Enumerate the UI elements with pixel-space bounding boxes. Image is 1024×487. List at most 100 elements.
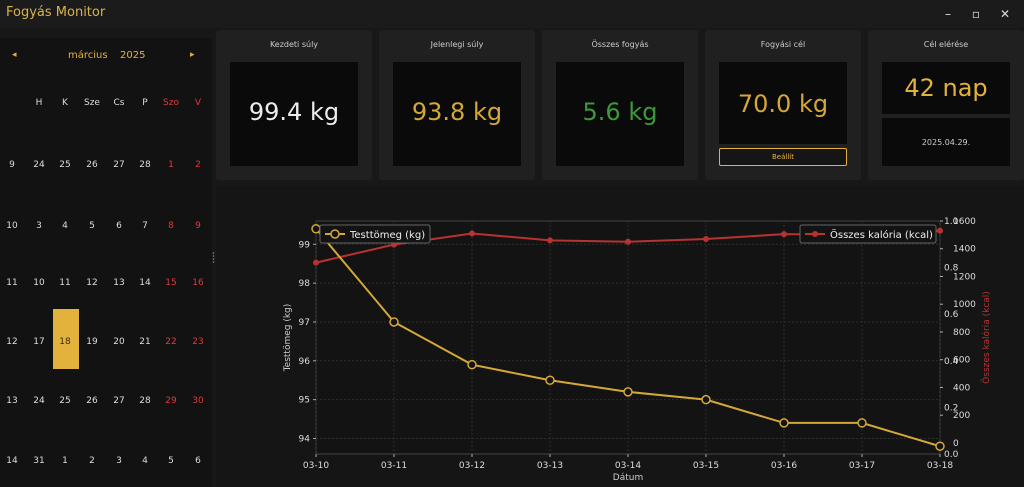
selected-day-highlight[interactable] bbox=[53, 309, 79, 369]
total-loss-card: Összes fogyás 5.6 kg bbox=[542, 30, 698, 180]
start-weight-value: 99.4 kg bbox=[248, 98, 340, 126]
calendar-day[interactable]: 8 bbox=[168, 221, 174, 231]
calendar-day[interactable]: 6 bbox=[195, 456, 201, 466]
calendar-day[interactable]: 24 bbox=[33, 396, 45, 406]
week-number: 11 bbox=[6, 278, 18, 288]
secondary-tick-label: 0.2 bbox=[944, 403, 958, 413]
calendar-day[interactable]: 5 bbox=[168, 456, 174, 466]
week-number: 13 bbox=[6, 396, 18, 406]
calendar-day[interactable]: 27 bbox=[113, 160, 125, 170]
calendar-day[interactable]: 16 bbox=[192, 278, 204, 288]
prev-month-icon[interactable]: ◂ bbox=[12, 50, 17, 60]
calendar-day[interactable]: 1 bbox=[168, 160, 174, 170]
calendar-day[interactable]: 18 bbox=[59, 337, 71, 347]
calendar-day[interactable]: 3 bbox=[36, 221, 42, 231]
splitter-handle[interactable] bbox=[212, 250, 215, 264]
right-tick-label: 0 bbox=[953, 439, 959, 449]
calendar-day[interactable]: 5 bbox=[89, 221, 95, 231]
weekday-header: K bbox=[62, 98, 68, 108]
right-tick-label: 1200 bbox=[953, 272, 976, 282]
weekday-header: P bbox=[142, 98, 148, 108]
right-axis-title: Összes kalória (kcal) bbox=[981, 291, 992, 384]
calendar-day[interactable]: 12 bbox=[86, 278, 98, 288]
left-tick-label: 97 bbox=[299, 318, 310, 328]
set-goal-button[interactable]: Beállít bbox=[719, 148, 847, 166]
calendar-day[interactable]: 25 bbox=[59, 396, 71, 406]
calendar-day[interactable]: 19 bbox=[86, 337, 98, 347]
x-tick-label: 03-12 bbox=[459, 461, 485, 471]
left-tick-label: 94 bbox=[299, 434, 311, 444]
right-tick-label: 600 bbox=[953, 356, 970, 366]
calendar-day[interactable]: 4 bbox=[62, 221, 68, 231]
weekday-header: Sze bbox=[84, 98, 100, 108]
calendar-day[interactable]: 28 bbox=[139, 396, 151, 406]
reach-date-display: 2025.04.29. bbox=[882, 118, 1010, 166]
total-loss-display: 5.6 kg bbox=[556, 62, 684, 166]
weight-point bbox=[701, 394, 711, 405]
calendar-day[interactable]: 20 bbox=[113, 337, 125, 347]
calendar-day[interactable]: 17 bbox=[33, 337, 45, 347]
calendar-day[interactable]: 31 bbox=[33, 456, 45, 466]
goal-label: Fogyási cél bbox=[760, 40, 806, 49]
calendar-day[interactable]: 11 bbox=[59, 278, 71, 288]
calendar-day[interactable]: 3 bbox=[116, 456, 122, 466]
calendar-day[interactable]: 30 bbox=[192, 396, 204, 406]
goal-reach-label: Cél elérése bbox=[923, 40, 969, 49]
weight-point bbox=[623, 387, 633, 397]
calorie-point bbox=[937, 227, 943, 234]
days-remaining-value: 42 nap bbox=[904, 74, 988, 102]
calendar-day[interactable]: 9 bbox=[195, 221, 201, 231]
goal-value: 70.0 kg bbox=[737, 90, 829, 118]
next-month-icon[interactable]: ▸ bbox=[190, 50, 195, 60]
calendar-day[interactable]: 23 bbox=[192, 337, 204, 347]
left-tick-label: 96 bbox=[299, 357, 311, 367]
calendar-day[interactable]: 26 bbox=[86, 396, 98, 406]
calendar-day[interactable]: 21 bbox=[139, 337, 151, 347]
minimize-icon[interactable]: – bbox=[945, 7, 951, 21]
calendar-day[interactable]: 4 bbox=[142, 456, 148, 466]
weekday-header: Cs bbox=[113, 98, 125, 108]
close-icon[interactable]: ✕ bbox=[999, 7, 1011, 21]
current-weight-display: 93.8 kg bbox=[393, 62, 521, 166]
calendar-day[interactable]: 6 bbox=[116, 221, 122, 231]
weight-point bbox=[389, 317, 399, 327]
calendar-day[interactable]: 10 bbox=[33, 278, 45, 288]
x-tick-label: 03-11 bbox=[381, 461, 407, 471]
x-axis-title: Dátum bbox=[613, 473, 643, 483]
calendar-day[interactable]: 2 bbox=[195, 160, 201, 170]
maximize-icon[interactable]: ▫ bbox=[971, 7, 981, 21]
week-number: 12 bbox=[6, 337, 18, 347]
calendar-day[interactable]: 2 bbox=[89, 456, 95, 466]
calendar-day[interactable]: 28 bbox=[139, 160, 151, 170]
calendar-day[interactable]: 26 bbox=[86, 160, 98, 170]
calendar-day[interactable]: 29 bbox=[165, 396, 177, 406]
calendar-day[interactable]: 22 bbox=[165, 337, 177, 347]
calorie-legend-marker bbox=[812, 231, 818, 237]
right-tick-label: 800 bbox=[953, 328, 970, 338]
calendar-day[interactable]: 25 bbox=[59, 160, 71, 170]
current-weight-value: 93.8 kg bbox=[411, 98, 503, 126]
weight-point bbox=[311, 224, 321, 234]
calorie-legend-label: Összes kalória (kcal) bbox=[830, 228, 933, 241]
current-weight-label: Jelenlegi súly bbox=[430, 40, 484, 49]
right-tick-label: 1000 bbox=[953, 300, 976, 310]
calendar-day[interactable]: 13 bbox=[113, 278, 125, 288]
secondary-tick-label: 0.6 bbox=[944, 310, 959, 320]
calendar-day[interactable]: 15 bbox=[165, 278, 177, 288]
x-tick-label: 03-16 bbox=[771, 461, 797, 471]
calendar-day[interactable]: 24 bbox=[33, 160, 45, 170]
secondary-tick-label: 0.4 bbox=[944, 357, 959, 367]
right-tick-label: 400 bbox=[953, 383, 970, 393]
weekday-header: H bbox=[35, 98, 43, 108]
week-number: 9 bbox=[9, 160, 15, 170]
goal-display: 70.0 kg bbox=[719, 62, 847, 144]
calendar-day[interactable]: 7 bbox=[142, 221, 148, 231]
calendar-day[interactable]: 27 bbox=[113, 396, 125, 406]
calendar-day[interactable]: 14 bbox=[139, 278, 151, 288]
calendar-day[interactable]: 1 bbox=[62, 456, 68, 466]
calendar-year[interactable]: 2025 bbox=[120, 50, 146, 61]
calendar-month[interactable]: március bbox=[68, 50, 108, 61]
right-tick-label: 1600 bbox=[953, 217, 976, 227]
weekday-header: Szo bbox=[163, 98, 179, 108]
x-tick-label: 03-15 bbox=[693, 461, 719, 471]
